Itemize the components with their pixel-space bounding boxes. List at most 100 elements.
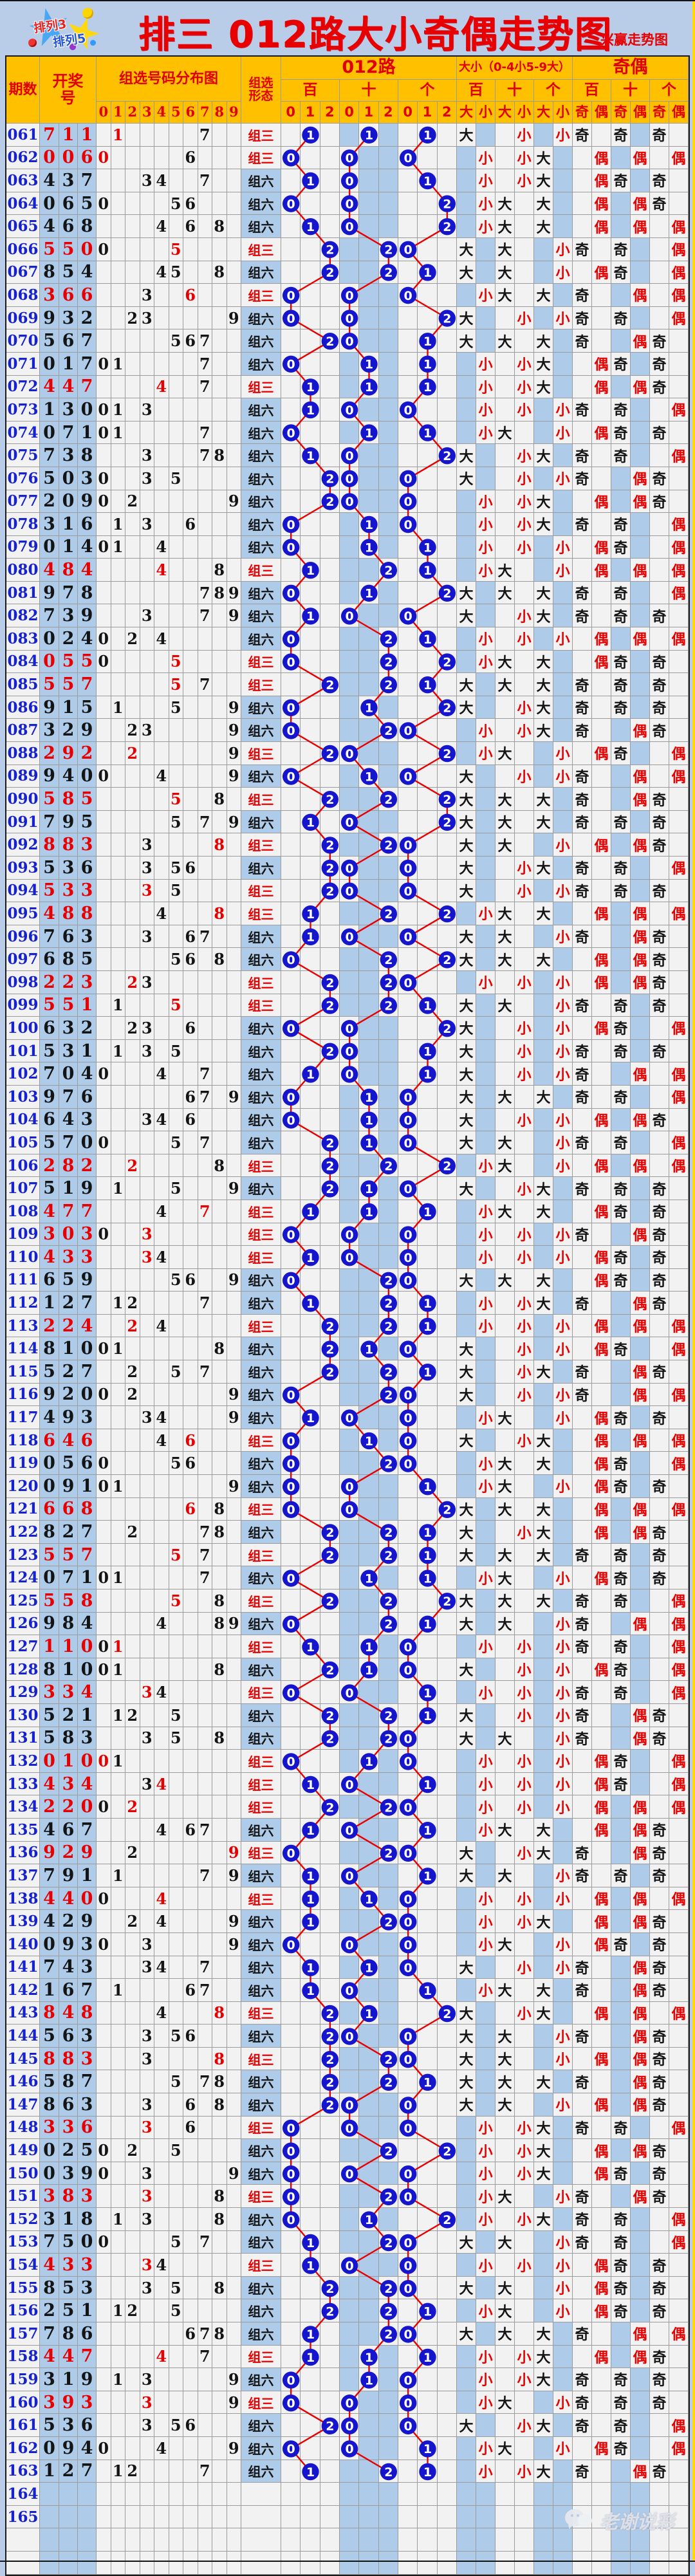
distribution-cell: 4 bbox=[154, 559, 169, 582]
header-dist-digit: 9 bbox=[227, 102, 241, 124]
parity-cell: 偶 bbox=[669, 2116, 689, 2140]
route-cell bbox=[281, 2528, 301, 2552]
route-cell bbox=[320, 1635, 340, 1658]
size-cell: 大 bbox=[495, 1727, 515, 1750]
route-cell bbox=[418, 2528, 438, 2552]
route-cell bbox=[378, 192, 398, 216]
parity-cell: 奇 bbox=[649, 925, 669, 949]
route-cell bbox=[339, 2368, 360, 2391]
parity-cell bbox=[572, 1268, 592, 1292]
header-route-pos: 百 bbox=[281, 80, 340, 102]
distribution-cell bbox=[212, 169, 227, 192]
distribution-cell bbox=[125, 764, 140, 788]
form-cell: 组六 bbox=[241, 467, 281, 490]
size-cell: 大 bbox=[495, 284, 515, 307]
size-cell: 大 bbox=[533, 1979, 553, 2002]
route-cell bbox=[378, 1475, 398, 1498]
distribution-cell: 0 bbox=[97, 1452, 111, 1476]
header-parity-labels: 奇偶奇偶奇偶 bbox=[573, 102, 689, 124]
size-cell: 大 bbox=[456, 810, 476, 834]
route-cell bbox=[281, 1131, 301, 1154]
size-cell: 小 bbox=[476, 1910, 496, 1933]
parity-cell bbox=[572, 1314, 592, 1338]
distribution-cell bbox=[212, 1360, 227, 1384]
parity-cell: 偶 bbox=[669, 2322, 689, 2346]
form-cell: 组三 bbox=[241, 2185, 281, 2209]
route-cell bbox=[418, 696, 438, 719]
distribution-cell bbox=[154, 1703, 169, 1727]
draw-digit-cell bbox=[78, 2483, 97, 2506]
form-cell: 组三 bbox=[241, 284, 281, 307]
route-cell bbox=[398, 1910, 418, 1933]
size-cell bbox=[514, 2528, 534, 2552]
size-cell bbox=[514, 1475, 534, 1498]
route-cell bbox=[437, 2093, 457, 2117]
distribution-cell: 8 bbox=[212, 902, 227, 925]
form-cell: 组三 bbox=[241, 146, 281, 170]
form-cell: 组三 bbox=[241, 1497, 281, 1521]
parity-cell: 奇 bbox=[611, 650, 631, 674]
distribution-cell bbox=[198, 1314, 212, 1338]
distribution-cell bbox=[169, 1635, 183, 1658]
distribution-cell bbox=[183, 2254, 198, 2277]
parity-cell bbox=[649, 2001, 669, 2025]
route-cell bbox=[339, 2528, 360, 2552]
route-cell bbox=[418, 306, 438, 330]
parity-cell: 奇 bbox=[649, 2254, 669, 2277]
parity-cell: 偶 bbox=[630, 559, 650, 582]
route-cell bbox=[398, 1223, 418, 1246]
route-cell bbox=[339, 1268, 360, 1292]
route-cell bbox=[320, 1703, 340, 1727]
distribution-cell bbox=[198, 1910, 212, 1933]
parity-cell: 奇 bbox=[572, 513, 592, 536]
distribution-cell bbox=[125, 2551, 140, 2575]
distribution-cell bbox=[212, 1887, 227, 1911]
header-route-title: 012路 bbox=[281, 57, 457, 80]
route-cell bbox=[437, 169, 457, 192]
distribution-cell bbox=[97, 1017, 111, 1040]
distribution-cell bbox=[227, 375, 241, 399]
parity-cell bbox=[591, 1292, 611, 1315]
route-cell bbox=[378, 1497, 398, 1521]
route-cell bbox=[281, 1910, 301, 1933]
size-cell bbox=[533, 467, 553, 490]
route-cell bbox=[339, 1406, 360, 1429]
size-cell bbox=[553, 650, 573, 674]
distribution-cell bbox=[140, 375, 154, 399]
parity-cell bbox=[669, 1177, 689, 1200]
distribution-cell bbox=[227, 444, 241, 467]
parity-cell: 偶 bbox=[630, 948, 650, 971]
parity-cell bbox=[669, 1292, 689, 1315]
parity-cell bbox=[630, 1200, 650, 1223]
distribution-cell bbox=[227, 2460, 241, 2483]
distribution-cell bbox=[169, 1566, 183, 1589]
size-cell: 小 bbox=[476, 535, 496, 559]
distribution-cell bbox=[198, 1383, 212, 1407]
period-cell: 061 bbox=[6, 124, 40, 147]
distribution-cell bbox=[111, 1154, 125, 1178]
parity-cell bbox=[572, 2001, 592, 2025]
route-cell bbox=[359, 2254, 379, 2277]
parity-cell: 奇 bbox=[649, 1268, 669, 1292]
parity-cell bbox=[630, 124, 650, 147]
route-cell bbox=[359, 375, 379, 399]
distribution-cell bbox=[198, 1841, 212, 1865]
route-cell bbox=[437, 421, 457, 445]
parity-cell: 偶 bbox=[591, 192, 611, 216]
parity-cell bbox=[611, 1521, 631, 1544]
parity-cell bbox=[572, 559, 592, 582]
size-cell bbox=[456, 535, 476, 559]
distribution-cell: 0 bbox=[97, 2139, 111, 2162]
size-cell bbox=[495, 398, 515, 422]
header-size-label: 大 bbox=[534, 102, 553, 124]
route-cell bbox=[378, 764, 398, 788]
size-cell: 大 bbox=[456, 1589, 476, 1613]
parity-cell bbox=[591, 1979, 611, 2002]
table-row: 143 8 4 8 4 8 组三大小大偶偶偶 bbox=[6, 2001, 689, 2025]
distribution-cell: 2 bbox=[125, 719, 140, 743]
draw-digit-cell: 1 bbox=[59, 124, 78, 147]
distribution-cell: 1 bbox=[111, 1658, 125, 1682]
route-cell bbox=[378, 1887, 398, 1911]
distribution-cell bbox=[227, 1521, 241, 1544]
distribution-cell bbox=[111, 2436, 125, 2460]
